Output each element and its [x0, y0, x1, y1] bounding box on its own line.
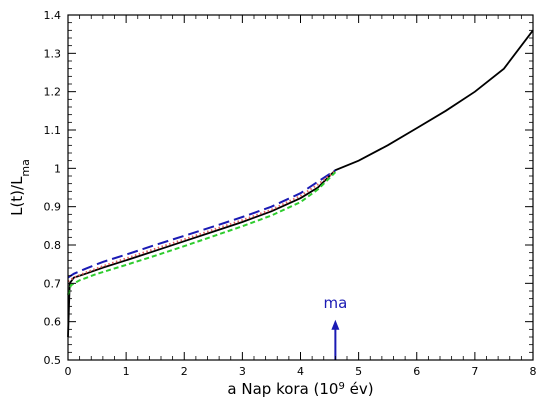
- y-axis-title-main: L(t)/L: [8, 176, 26, 216]
- x-axis-title: a Nap kora (109 év): [227, 380, 373, 398]
- x-tick-label: 1: [123, 365, 130, 378]
- y-tick-label: 0.5: [44, 354, 62, 367]
- y-tick-label: 1.2: [44, 86, 62, 99]
- x-tick-label: 3: [239, 365, 246, 378]
- ma-annotation-label: ma: [323, 294, 347, 312]
- x-tick-label: 6: [413, 365, 420, 378]
- x-tick-label: 2: [181, 365, 188, 378]
- x-axis-title-main: a Nap kora (10: [227, 380, 338, 398]
- x-tick-label: 0: [65, 365, 72, 378]
- plot-frame: [67, 14, 534, 361]
- y-tick-label: 0.9: [44, 201, 62, 214]
- y-axis-title-sub: ma: [19, 159, 32, 176]
- series-line-3: [67, 170, 337, 283]
- y-tick-label: 1: [54, 162, 61, 175]
- x-axis-title-sup: 9: [338, 381, 344, 392]
- x-tick-label: 8: [530, 365, 537, 378]
- y-tick-label: 1.3: [44, 47, 62, 60]
- x-tick-labels: 0 1 2 3 4 5 6 7 8: [65, 365, 537, 378]
- series-line-4: [67, 171, 337, 296]
- ma-arrow-head: [331, 319, 340, 330]
- x-tick-label: 4: [297, 365, 304, 378]
- y-tick-label: 0.8: [44, 239, 62, 252]
- series-line-1: [67, 29, 534, 338]
- y-tick-label: 0.6: [44, 316, 62, 329]
- y-tick-label: 1.4: [44, 9, 62, 22]
- y-tick-label: 0.7: [44, 277, 62, 290]
- annotation-layer: ma: [323, 294, 347, 360]
- y-tick-labels: 0.5 0.6 0.7 0.8 0.9 1 1.1 1.2 1.3 1.4: [44, 9, 62, 367]
- x-tick-label: 5: [355, 365, 362, 378]
- x-axis-title-tail: év): [345, 380, 374, 398]
- series-line-2: [67, 169, 336, 279]
- y-tick-label: 1.1: [44, 124, 62, 137]
- y-axis-title: L(t)/Lma: [8, 159, 32, 216]
- ticks-layer: [67, 14, 534, 361]
- x-tick-label: 7: [471, 365, 478, 378]
- series-layer: [67, 29, 534, 338]
